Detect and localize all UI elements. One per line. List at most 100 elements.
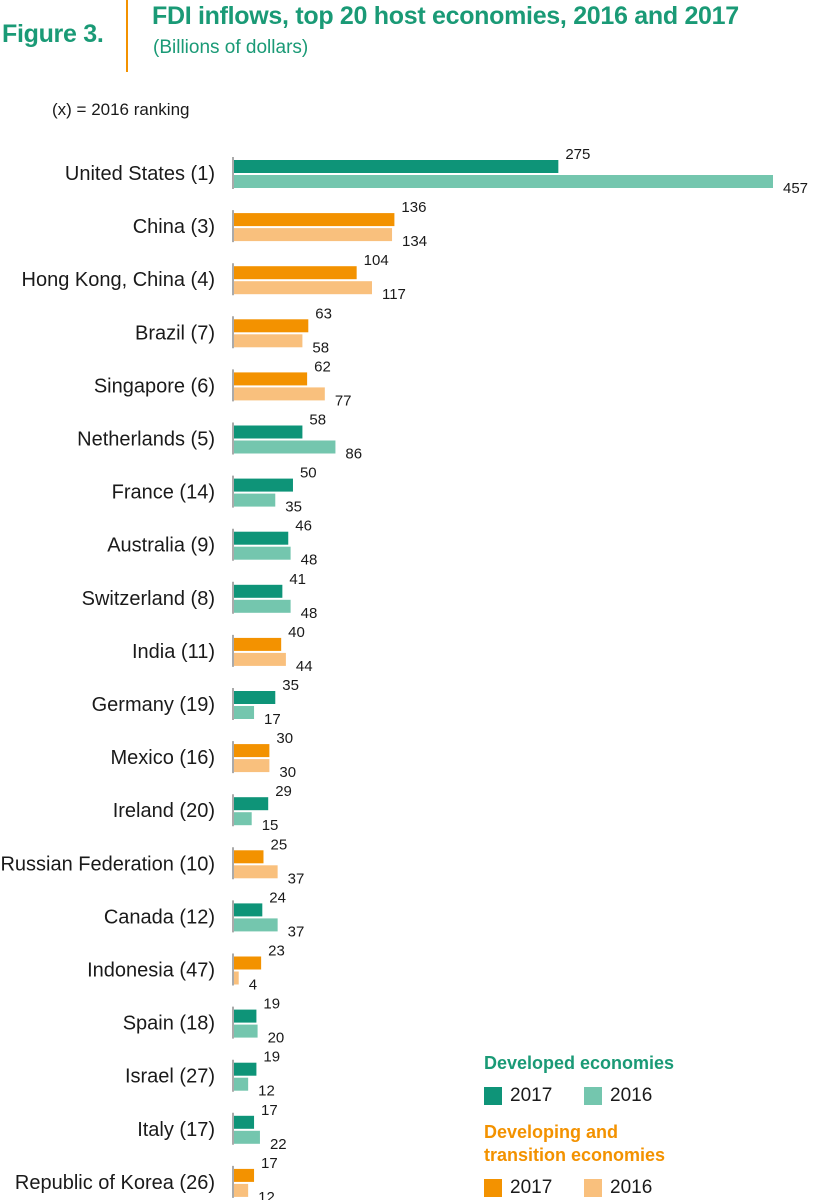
value-label-2016: 15 — [262, 817, 279, 834]
value-label-2016: 48 — [301, 552, 318, 569]
bar-2017 — [234, 372, 308, 386]
bar-2017 — [234, 956, 262, 970]
value-label-2016: 77 — [335, 392, 352, 409]
value-label-2017: 136 — [401, 199, 426, 216]
bar-2017 — [234, 1115, 255, 1129]
bar-2017 — [234, 1168, 255, 1182]
bar-2016 — [234, 1024, 258, 1038]
bar-2016 — [234, 440, 336, 454]
value-label-2016: 86 — [345, 446, 362, 463]
value-label-2017: 46 — [295, 518, 312, 535]
bar-2017 — [234, 1009, 257, 1023]
value-label-2016: 12 — [258, 1189, 275, 1200]
legend-developing-2016: 2016 — [584, 1177, 684, 1199]
bar-2016 — [234, 1183, 249, 1197]
bar-2017 — [234, 425, 303, 439]
legend-developed-2017: 2017 — [484, 1085, 584, 1107]
title-divider — [126, 0, 128, 72]
category-label: Mexico (16) — [111, 747, 215, 769]
bar-2016 — [234, 599, 291, 613]
bar-2016 — [234, 652, 286, 666]
legend-label-developed-2017: 2017 — [510, 1085, 553, 1106]
category-label: Russian Federation (10) — [0, 853, 215, 875]
category-label: Australia (9) — [107, 535, 215, 557]
category-label: Canada (12) — [104, 906, 215, 928]
bar-2017 — [234, 637, 282, 651]
value-label-2016: 37 — [288, 870, 305, 887]
value-label-2017: 19 — [263, 996, 280, 1013]
bar-2016 — [234, 865, 278, 879]
value-label-2016: 12 — [258, 1083, 275, 1100]
legend: Developed economies 2017 2016 Developing… — [484, 1052, 824, 1203]
category-label: Israel (27) — [125, 1066, 215, 1088]
legend-swatch-developed-2016 — [584, 1087, 602, 1105]
bar-2016 — [234, 812, 252, 826]
category-label: United States (1) — [65, 163, 215, 185]
bar-2017 — [234, 319, 309, 333]
value-label-2017: 25 — [270, 836, 287, 853]
value-label-2017: 58 — [309, 412, 326, 429]
value-label-2017: 63 — [315, 305, 332, 322]
category-label: Ireland (20) — [113, 800, 215, 822]
bar-2017 — [234, 1062, 257, 1076]
legend-developed-2016: 2016 — [584, 1085, 684, 1107]
value-label-2016: 48 — [301, 605, 318, 622]
bar-2016 — [234, 759, 270, 773]
bar-2016 — [234, 387, 325, 401]
bar-2017 — [234, 531, 289, 545]
bar-2016 — [234, 281, 372, 295]
value-label-2017: 50 — [300, 465, 317, 482]
value-label-2016: 58 — [312, 339, 329, 356]
bar-2017 — [234, 797, 269, 811]
category-label: France (14) — [112, 482, 215, 504]
category-label: Brazil (7) — [135, 322, 215, 344]
category-label: Hong Kong, China (4) — [22, 269, 215, 291]
value-label-2017: 104 — [364, 252, 389, 269]
category-label: Republic of Korea (26) — [15, 1172, 215, 1194]
bar-2016 — [234, 706, 255, 719]
legend-swatch-developed-2017 — [484, 1087, 502, 1105]
value-label-2017: 19 — [263, 1049, 280, 1066]
bar-2017 — [234, 850, 264, 864]
bar-2016 — [234, 1077, 249, 1091]
legend-developing-title-1: Developing and — [484, 1122, 619, 1142]
bar-2016 — [234, 1130, 260, 1144]
bar-2016 — [234, 228, 393, 242]
bar-2017 — [234, 691, 276, 704]
value-label-2017: 23 — [268, 943, 285, 960]
bar-2017 — [234, 903, 263, 917]
bar-2017 — [234, 744, 270, 758]
bar-2016 — [234, 334, 303, 348]
value-label-2016: 37 — [288, 923, 305, 940]
category-label: Indonesia (47) — [87, 960, 215, 982]
bar-2016 — [234, 918, 278, 932]
bar-2017 — [234, 478, 293, 492]
chart-subtitle: (Billions of dollars) — [153, 37, 309, 58]
value-label-2017: 29 — [275, 783, 292, 800]
value-label-2017: 17 — [261, 1155, 278, 1172]
ranking-note: (x) = 2016 ranking — [52, 100, 190, 119]
value-label-2016: 4 — [249, 977, 257, 994]
value-label-2017: 41 — [289, 571, 306, 588]
value-label-2017: 35 — [282, 677, 299, 694]
category-label: Switzerland (8) — [82, 588, 215, 610]
bar-2016 — [234, 493, 276, 507]
legend-developing-title-2: transition economies — [484, 1145, 666, 1165]
chart-title: FDI inflows, top 20 host economies, 2016… — [152, 2, 739, 30]
legend-developed-title: Developed economies — [484, 1053, 675, 1073]
legend-developed-row: 2017 2016 — [484, 1081, 824, 1111]
category-label: Germany (19) — [92, 694, 215, 716]
legend-label-developing-2017: 2017 — [510, 1177, 553, 1198]
category-label: Spain (18) — [123, 1013, 215, 1035]
value-label-2017: 17 — [261, 1102, 278, 1119]
value-label-2016: 30 — [279, 764, 296, 781]
legend-swatch-developing-2017 — [484, 1179, 502, 1197]
legend-developing-2017: 2017 — [484, 1177, 584, 1199]
legend-swatch-developing-2016 — [584, 1179, 602, 1197]
value-label-2017: 275 — [565, 146, 590, 163]
value-label-2017: 30 — [276, 730, 293, 747]
value-label-2016: 22 — [270, 1136, 287, 1153]
value-label-2016: 44 — [296, 658, 313, 675]
bar-2017 — [234, 584, 283, 598]
